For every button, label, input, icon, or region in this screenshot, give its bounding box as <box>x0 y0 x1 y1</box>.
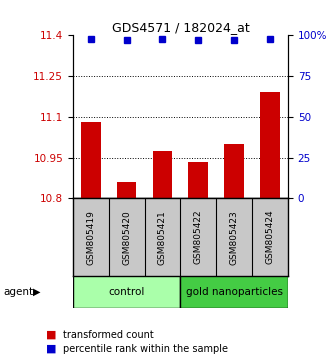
Bar <box>81 122 101 198</box>
Bar <box>73 276 180 308</box>
Text: agent: agent <box>3 287 33 297</box>
Bar <box>153 151 172 198</box>
Text: GSM805422: GSM805422 <box>194 210 203 264</box>
Bar <box>260 92 280 198</box>
Bar <box>180 276 288 308</box>
Text: GSM805419: GSM805419 <box>86 210 95 265</box>
Text: GSM805420: GSM805420 <box>122 210 131 264</box>
Text: ■: ■ <box>46 330 57 339</box>
Text: percentile rank within the sample: percentile rank within the sample <box>63 344 228 354</box>
Text: transformed count: transformed count <box>63 330 154 339</box>
Text: control: control <box>109 287 145 297</box>
Text: ■: ■ <box>46 344 57 354</box>
Bar <box>224 144 244 198</box>
Bar <box>188 161 208 198</box>
Text: GSM805423: GSM805423 <box>230 210 239 264</box>
Title: GDS4571 / 182024_at: GDS4571 / 182024_at <box>112 21 249 34</box>
Bar <box>117 182 136 198</box>
Text: GSM805424: GSM805424 <box>265 210 274 264</box>
Text: ▶: ▶ <box>33 287 40 297</box>
Text: GSM805421: GSM805421 <box>158 210 167 264</box>
Text: gold nanoparticles: gold nanoparticles <box>186 287 283 297</box>
